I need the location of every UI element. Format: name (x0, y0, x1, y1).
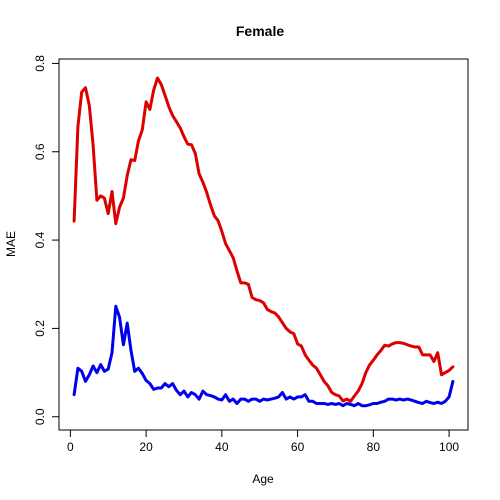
x-tick-label: 80 (367, 440, 381, 454)
x-tick-label: 100 (439, 440, 459, 454)
chart-title: Female (236, 23, 284, 39)
y-tick-label: 0.6 (33, 143, 47, 160)
series-line-2 (72, 304, 455, 408)
y-axis: 0.0 0.2 0.4 0.6 0.8 (33, 55, 59, 425)
y-tick-label: 0.0 (33, 408, 47, 425)
x-tick-label: 60 (291, 440, 305, 454)
series-layer (72, 76, 455, 408)
y-axis-label: MAE (4, 231, 18, 257)
x-axis: 0 20 40 60 80 100 (67, 430, 459, 454)
y-tick-label: 0.8 (33, 55, 47, 72)
y-tick-label: 0.2 (33, 320, 47, 337)
series-line-1 (72, 76, 455, 403)
y-tick-label: 0.4 (33, 231, 47, 248)
x-tick-label: 40 (215, 440, 229, 454)
x-tick-label: 0 (67, 440, 74, 454)
x-tick-label: 20 (139, 440, 153, 454)
x-axis-label: Age (252, 472, 274, 486)
plot-frame (58, 58, 469, 431)
